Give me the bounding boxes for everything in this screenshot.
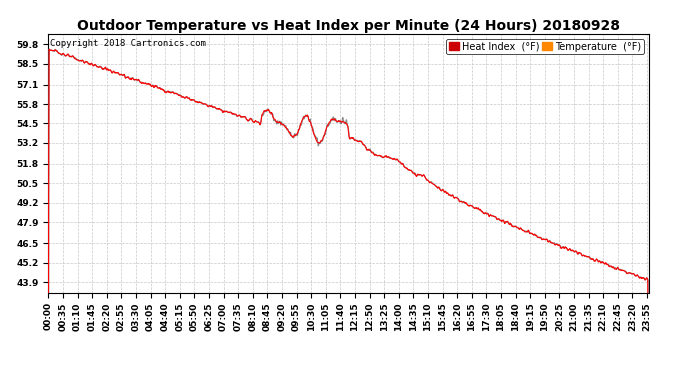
Text: Copyright 2018 Cartronics.com: Copyright 2018 Cartronics.com <box>50 39 206 48</box>
Legend: Heat Index  (°F), Temperature  (°F): Heat Index (°F), Temperature (°F) <box>446 39 644 54</box>
Title: Outdoor Temperature vs Heat Index per Minute (24 Hours) 20180928: Outdoor Temperature vs Heat Index per Mi… <box>77 19 620 33</box>
